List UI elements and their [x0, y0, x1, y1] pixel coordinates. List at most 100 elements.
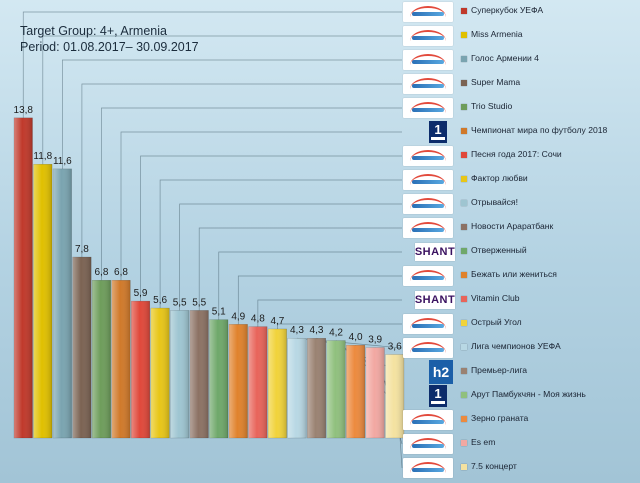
bar-shine-12 — [229, 324, 248, 438]
legend-swatch — [461, 392, 467, 398]
bar-shine-11 — [209, 319, 228, 438]
value-label-3: 11,6 — [53, 156, 72, 167]
legend-item: Голос Армении 4 — [401, 48, 640, 72]
bar-shine-8 — [150, 308, 170, 438]
channel-logo-icon: 1 — [429, 121, 447, 143]
bar-shine-6 — [111, 280, 131, 438]
value-label-13: 4,8 — [251, 314, 265, 325]
legend-item: Trio Studio — [401, 96, 640, 120]
logo-arc-icon — [408, 341, 448, 355]
leader-line-2 — [42, 35, 402, 165]
leader-line-4 — [81, 83, 402, 258]
value-label-4: 7,8 — [75, 244, 89, 255]
logo-arc-icon — [408, 77, 448, 91]
legend-item: Суперкубок УЕФА — [401, 0, 640, 24]
legend-label: Зерно граната — [471, 413, 529, 423]
legend-label: Чемпионат мира по футболу 2018 — [471, 125, 608, 135]
legend-item: Отрывайся! — [401, 192, 640, 216]
value-label-8: 5,6 — [153, 295, 167, 306]
legend-label: Песня года 2017: Сочи — [471, 149, 562, 159]
logo-arc-icon — [408, 53, 448, 67]
leader-line-7 — [140, 155, 402, 302]
leader-line-1 — [22, 11, 402, 118]
legend-label: Фактор любви — [471, 173, 528, 183]
legend-item: SHANT Vitamin Club — [401, 288, 640, 312]
legend-label: Es em — [471, 437, 496, 447]
legend-swatch — [461, 176, 467, 182]
channel-logo-icon — [403, 50, 453, 70]
legend-item: 7.5 концерт — [401, 456, 640, 480]
legend-item: Бежать или жениться — [401, 264, 640, 288]
legend-item: Super Mama — [401, 72, 640, 96]
logo-arc-icon — [408, 317, 448, 331]
legend-item: Фактор любви — [401, 168, 640, 192]
channel-logo-icon — [403, 266, 453, 286]
legend-swatch — [461, 248, 467, 254]
bar-shine-7 — [131, 301, 150, 438]
legend-label: Острый Угол — [471, 317, 522, 327]
leader-line-13 — [257, 299, 402, 327]
channel-logo-icon — [403, 314, 453, 334]
leader-line-14 — [277, 323, 402, 329]
channel-logo-icon — [403, 26, 453, 46]
value-label-17: 4,2 — [329, 328, 343, 339]
legend-item: Острый Угол — [401, 312, 640, 336]
value-label-15: 4,3 — [290, 325, 304, 336]
value-label-11: 5,1 — [212, 307, 226, 318]
legend-item: Miss Armenia — [401, 24, 640, 48]
legend-label: Vitamin Club — [471, 293, 520, 303]
bar-shine-4 — [72, 257, 92, 438]
channel-logo-icon — [403, 434, 453, 454]
bar-shine-5 — [92, 280, 111, 438]
legend-swatch — [461, 416, 467, 422]
bar-shine-2 — [33, 164, 53, 439]
legend: Суперкубок УЕФА Miss Armenia Голос Армении… — [401, 0, 640, 483]
channel-logo-icon — [403, 74, 453, 94]
legend-item: SHANT Отверженный — [401, 240, 640, 264]
bar-shine-15 — [287, 338, 307, 438]
value-label-9: 5,5 — [173, 297, 187, 308]
channel-logo-mark: 1 — [434, 122, 442, 137]
channel-logo-icon — [403, 458, 453, 478]
bar-shine-19 — [365, 347, 385, 438]
legend-item: 1 Чемпионат мира по футболу 2018 — [401, 120, 640, 144]
value-label-7: 5,9 — [134, 288, 148, 299]
channel-logo-icon: h2 — [429, 360, 453, 384]
value-label-12: 4,9 — [231, 311, 245, 322]
legend-label: Super Mama — [471, 77, 521, 87]
legend-swatch — [461, 128, 467, 134]
legend-swatch — [461, 272, 467, 278]
legend-swatch — [461, 200, 467, 206]
legend-swatch — [461, 320, 467, 326]
leader-line-8 — [159, 179, 402, 309]
legend-item: Песня года 2017: Сочи — [401, 144, 640, 168]
logo-arc-icon — [408, 221, 448, 235]
period-text: Period: 01.08.2017– 30.09.2017 — [20, 40, 199, 54]
value-label-6: 6,8 — [114, 267, 128, 278]
value-label-16: 4,3 — [310, 325, 324, 336]
legend-swatch — [461, 104, 467, 110]
legend-label: Miss Armenia — [471, 29, 523, 39]
value-label-19: 3,9 — [368, 335, 382, 346]
legend-label: Trio Studio — [471, 101, 513, 111]
leader-line-9 — [179, 203, 402, 311]
logo-arc-icon — [408, 197, 448, 211]
legend-swatch — [461, 8, 467, 14]
logo-arc-icon — [408, 461, 448, 475]
channel-logo-icon — [403, 410, 453, 430]
logo-arc-icon — [408, 101, 448, 115]
leader-line-12 — [237, 275, 402, 325]
channel-logo-icon — [403, 218, 453, 238]
legend-swatch — [461, 344, 467, 350]
leader-line-10 — [198, 227, 402, 311]
bar-shine-10 — [189, 310, 209, 438]
legend-swatch — [461, 464, 467, 470]
legend-label: Новости Араратбанк — [471, 221, 554, 231]
bar-shine-20 — [385, 354, 404, 438]
channel-logo-icon — [403, 170, 453, 190]
channel-logo-icon: SHANT — [415, 243, 455, 261]
legend-item: 1 Арут Памбукчян - Моя жизнь — [401, 384, 640, 408]
legend-swatch — [461, 56, 467, 62]
value-label-5: 6,8 — [94, 267, 108, 278]
